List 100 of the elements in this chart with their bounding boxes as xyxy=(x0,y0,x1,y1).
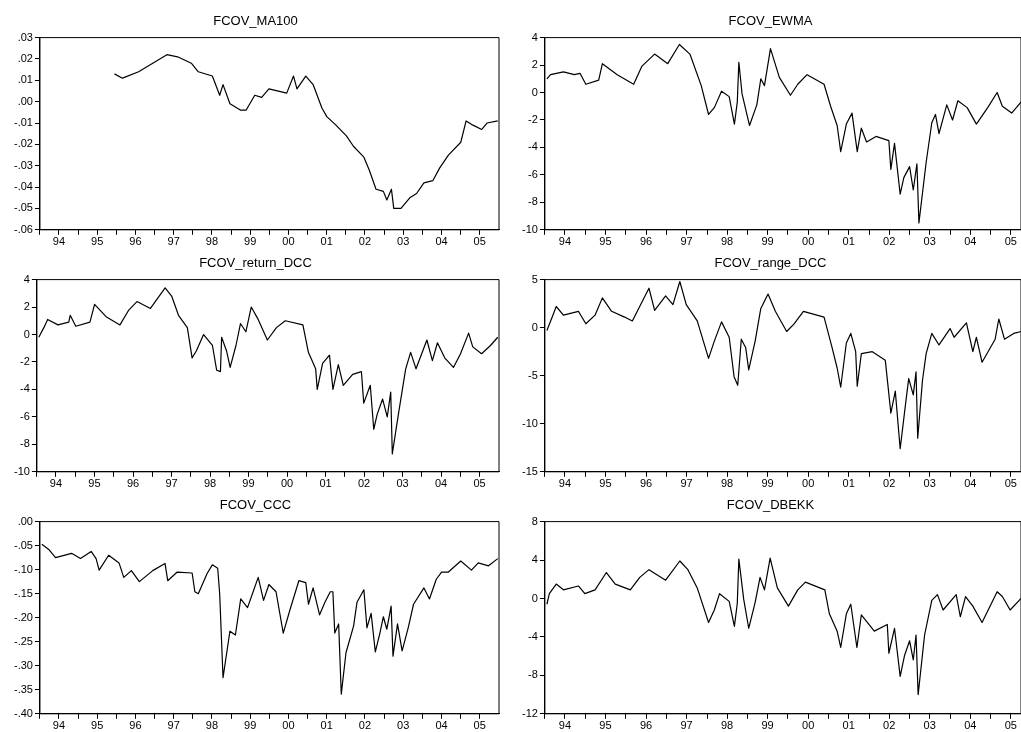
y-tick-label: -6 xyxy=(20,409,30,422)
y-tick-label: 4 xyxy=(23,272,30,285)
x-tick-label: 99 xyxy=(761,719,774,732)
y-tick-label: -10 xyxy=(521,222,538,235)
chart-title: FCOV_MA100 xyxy=(213,13,298,29)
y-tick-label: -10 xyxy=(521,416,538,429)
x-tick-label: 02 xyxy=(357,477,371,490)
chart-title: FCOV_range_DCC xyxy=(714,255,827,271)
x-tick-label: 96 xyxy=(129,235,142,248)
chart-title: FCOV_return_DCC xyxy=(199,255,312,271)
y-tick-label: .03 xyxy=(17,30,33,43)
y-tick-label: -5 xyxy=(528,368,538,381)
y-tick-label: -.06 xyxy=(13,222,33,235)
y-tick-label: 0 xyxy=(531,320,538,333)
y-tick-label: -8 xyxy=(528,668,538,681)
y-tick-label: -.03 xyxy=(13,158,33,171)
x-tick-label: 96 xyxy=(639,719,653,732)
y-tick-label: -.01 xyxy=(13,116,33,129)
x-tick-label: 96 xyxy=(126,477,140,490)
x-tick-label: 03 xyxy=(923,235,936,248)
y-tick-label: -15 xyxy=(521,464,538,477)
y-tick-label: .02 xyxy=(17,51,33,64)
x-tick-label: 04 xyxy=(434,477,448,490)
x-tick-label: 00 xyxy=(282,719,295,732)
x-tick-label: 01 xyxy=(320,719,333,732)
x-tick-label: 98 xyxy=(720,235,734,248)
y-tick-label: .01 xyxy=(17,73,33,86)
x-tick-label: 01 xyxy=(319,477,332,490)
x-tick-label: 94 xyxy=(52,719,66,732)
x-tick-label: 00 xyxy=(282,235,295,248)
x-tick-label: 04 xyxy=(964,719,977,732)
x-tick-label: 95 xyxy=(599,235,612,248)
x-tick-label: 99 xyxy=(244,719,257,732)
y-tick-label: 5 xyxy=(531,272,538,285)
x-tick-label: 98 xyxy=(720,719,734,732)
x-tick-label: 95 xyxy=(599,719,612,732)
x-tick-label: 01 xyxy=(842,477,855,490)
x-tick-label: 96 xyxy=(639,235,653,248)
x-tick-label: 03 xyxy=(397,235,410,248)
y-tick-label: -8 xyxy=(528,195,538,208)
x-tick-label: 95 xyxy=(91,235,104,248)
y-tick-label: -2 xyxy=(20,355,30,367)
y-tick-label: -.20 xyxy=(13,610,33,623)
x-tick-label: 03 xyxy=(396,477,409,490)
x-tick-label: 97 xyxy=(680,235,693,248)
x-tick-label: 96 xyxy=(639,477,653,490)
chart-title: FCOV_DBEKK xyxy=(726,497,815,513)
y-tick-label: -.40 xyxy=(13,706,33,719)
x-tick-label: 05 xyxy=(1004,719,1017,732)
y-tick-label: .00 xyxy=(17,94,33,107)
x-tick-label: 04 xyxy=(964,477,977,490)
x-tick-label: 97 xyxy=(680,477,693,490)
x-tick-label: 04 xyxy=(435,719,448,732)
x-tick-label: 95 xyxy=(599,477,612,490)
x-tick-label: 94 xyxy=(52,235,66,248)
x-tick-label: 04 xyxy=(435,235,448,248)
x-tick-label: 02 xyxy=(883,235,896,248)
x-tick-label: 05 xyxy=(1004,477,1017,490)
y-tick-label: -.10 xyxy=(13,562,33,575)
x-tick-label: 02 xyxy=(883,719,896,732)
y-tick-label: -.35 xyxy=(13,682,33,695)
x-tick-label: 03 xyxy=(397,719,410,732)
x-tick-label: 00 xyxy=(802,719,815,732)
x-tick-label: 02 xyxy=(883,477,896,490)
y-tick-label: 4 xyxy=(531,553,538,566)
x-tick-label: 97 xyxy=(167,235,180,248)
x-tick-label: 94 xyxy=(49,477,63,490)
x-tick-label: 98 xyxy=(203,477,217,490)
y-tick-label: -.05 xyxy=(13,201,33,214)
x-tick-label: 01 xyxy=(842,235,855,248)
x-tick-label: 00 xyxy=(802,477,815,490)
y-tick-label: -4 xyxy=(528,629,538,642)
y-tick-label: -.30 xyxy=(13,658,33,671)
y-tick-label: -4 xyxy=(20,382,30,395)
y-tick-label: 0 xyxy=(23,327,30,340)
x-tick-label: 95 xyxy=(91,719,104,732)
x-tick-label: 98 xyxy=(205,235,219,248)
y-tick-label: 0 xyxy=(531,85,538,98)
y-tick-label: -2 xyxy=(528,113,538,125)
y-tick-label: -.05 xyxy=(13,538,33,551)
x-tick-label: 99 xyxy=(242,477,255,490)
x-tick-label: 03 xyxy=(923,477,936,490)
x-tick-label: 97 xyxy=(165,477,178,490)
y-tick-label: -10 xyxy=(13,464,30,477)
y-tick-label: -.04 xyxy=(13,180,33,193)
y-tick-label: -8 xyxy=(20,437,30,450)
y-tick-label: -4 xyxy=(528,140,538,153)
x-tick-label: 01 xyxy=(842,719,855,732)
x-tick-label: 98 xyxy=(205,719,219,732)
y-tick-label: 2 xyxy=(23,300,30,313)
y-tick-label: 8 xyxy=(531,514,538,527)
y-tick-label: .00 xyxy=(17,514,33,527)
y-tick-label: -.25 xyxy=(13,634,33,647)
x-tick-label: 05 xyxy=(473,235,486,248)
y-tick-label: 4 xyxy=(531,30,538,43)
chart-title: FCOV_EWMA xyxy=(728,13,813,29)
x-tick-label: 03 xyxy=(923,719,936,732)
x-tick-label: 98 xyxy=(720,477,734,490)
x-tick-label: 99 xyxy=(761,235,774,248)
x-tick-label: 95 xyxy=(88,477,101,490)
